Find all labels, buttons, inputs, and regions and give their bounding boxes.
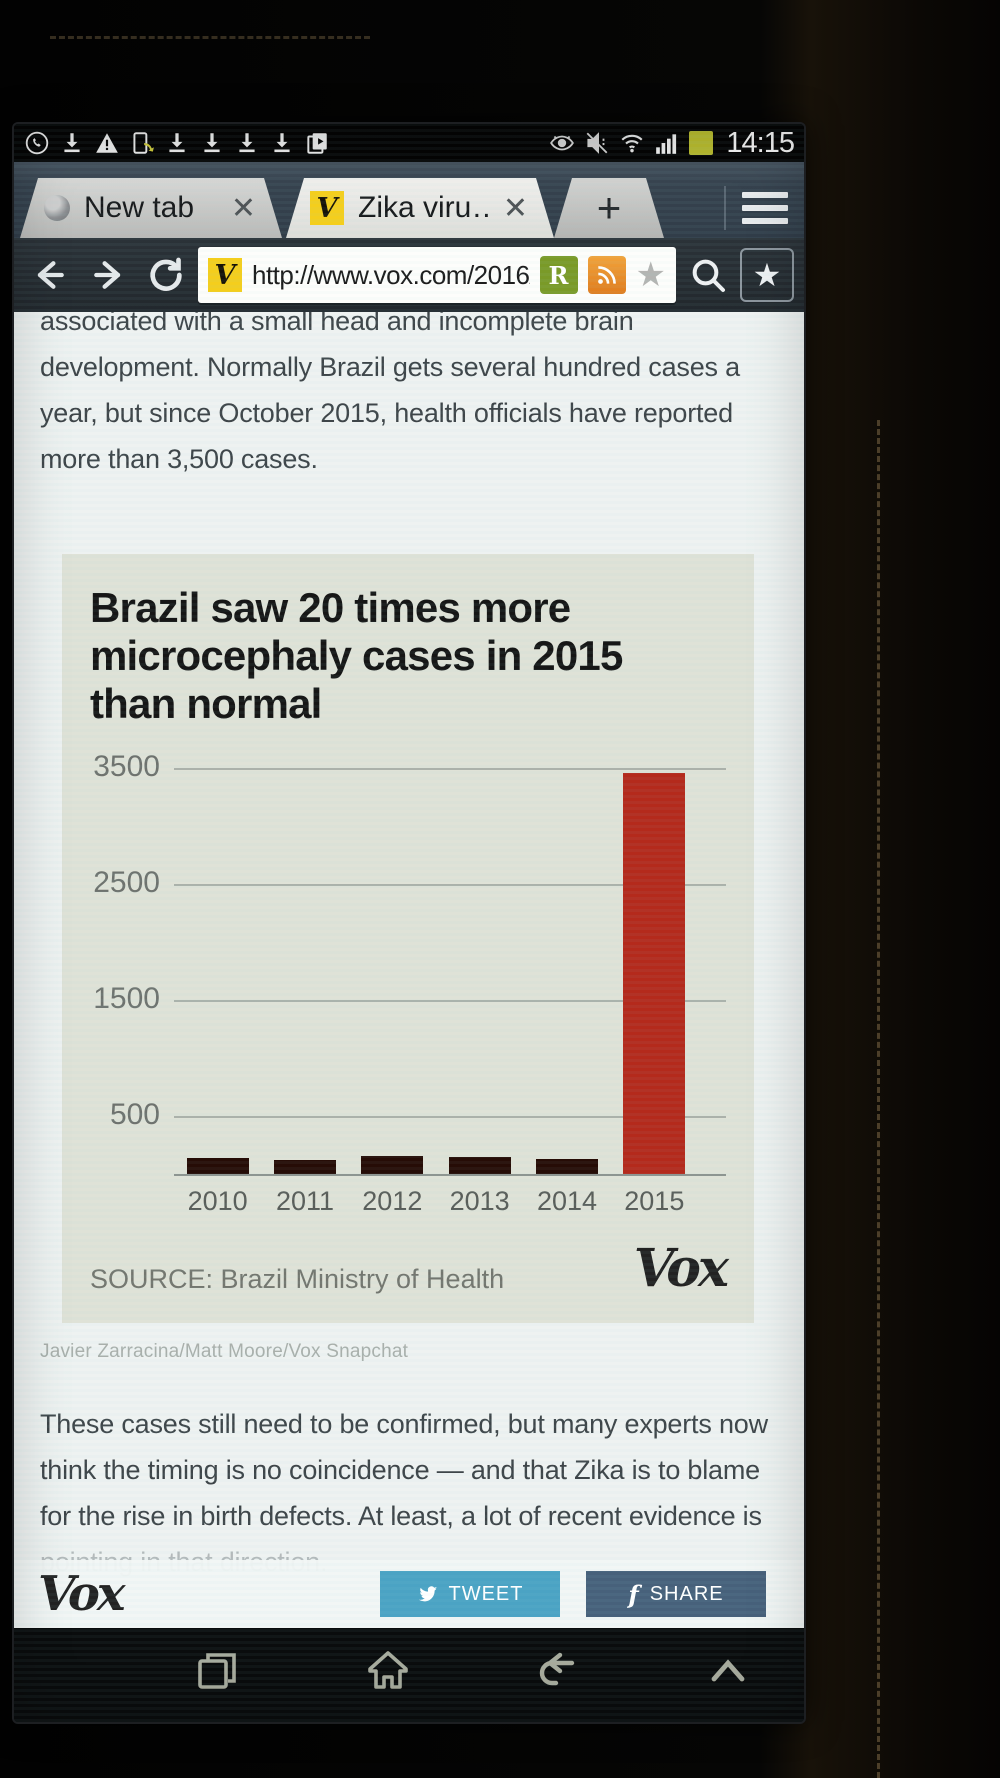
tab-label: Zika viru… [358, 191, 489, 224]
bookmark-star-icon[interactable]: ★ [635, 256, 666, 294]
vox-favicon: V [208, 258, 242, 292]
browser-nav-bar: V http://www.vox.com/2016/ R ★ ★ [14, 238, 804, 312]
case-stitching-top [50, 36, 370, 39]
warning-icon [94, 130, 120, 156]
x-tick-label: 2014 [536, 1186, 598, 1216]
url-text[interactable]: http://www.vox.com/2016/ [252, 259, 530, 290]
article-paragraph: associated with a small head and incompl… [40, 312, 740, 474]
refresh-button[interactable] [140, 249, 192, 301]
menu-button[interactable] [742, 192, 788, 224]
reader-mode-icon[interactable]: R [539, 256, 578, 294]
search-button[interactable] [682, 249, 734, 301]
bookmarks-button[interactable]: ★ [740, 248, 794, 302]
signal-icon [654, 130, 680, 156]
share-button[interactable]: f SHARE [586, 1571, 766, 1617]
browser-tab-bar: New tab ✕ V Zika viru… ✕ + [14, 162, 804, 238]
x-tick-label: 2015 [624, 1186, 685, 1216]
close-tab-icon[interactable]: ✕ [230, 191, 256, 225]
gridline [174, 768, 726, 770]
gridline [174, 884, 726, 886]
chart-footer: SOURCE: Brazil Ministry of Health Vox [90, 1238, 729, 1299]
chevron-up-icon[interactable] [700, 1643, 756, 1699]
y-tick-label: 2500 [93, 866, 160, 899]
tweet-button[interactable]: TWEET [380, 1571, 560, 1617]
y-tick-label: 500 [109, 1098, 160, 1131]
bar-2014 [535, 1159, 598, 1176]
status-bar: 14:15 [14, 124, 804, 162]
vox-logo: Vox [38, 1566, 125, 1622]
web-page: associated with a small head and incompl… [14, 312, 804, 1628]
tab-new-tab[interactable]: New tab ✕ [20, 178, 282, 238]
download-icon [164, 130, 190, 156]
vox-logo: Vox [633, 1238, 729, 1299]
download-icon [199, 130, 225, 156]
bar-2011 [273, 1160, 336, 1176]
smart-stay-icon [549, 130, 575, 156]
forward-button[interactable] [82, 249, 134, 301]
image-credit: Javier Zarracina/Matt Moore/Vox Snapchat [40, 1341, 409, 1362]
tab-label: New tab [84, 191, 195, 224]
recent-apps-button[interactable] [190, 1643, 246, 1699]
whatsapp-icon [24, 130, 50, 156]
notification-icons [24, 130, 330, 156]
home-button[interactable] [360, 1643, 416, 1699]
bar-2012 [361, 1156, 424, 1176]
article-paragraph: These cases still need to be confirmed, … [40, 1401, 778, 1585]
url-bar[interactable]: V http://www.vox.com/2016/ R ★ [198, 247, 676, 303]
chart-source: SOURCE: Brazil Ministry of Health [90, 1264, 505, 1294]
bar-2013 [448, 1157, 511, 1176]
android-navigation-bar [14, 1628, 804, 1722]
gridline [174, 1116, 726, 1118]
screenshot-icon [304, 130, 330, 156]
y-tick-label: 1500 [93, 982, 160, 1015]
mute-icon [584, 130, 610, 156]
bar-2015 [623, 773, 686, 1176]
bars-row [174, 758, 698, 1176]
back-button-android[interactable] [530, 1643, 586, 1699]
chart-card: Brazil saw 20 times more microcephaly ca… [62, 554, 754, 1323]
battery-icon [689, 131, 714, 155]
screen-rotation-icon [129, 130, 155, 156]
chart-baseline [174, 1174, 726, 1176]
download-icon [269, 130, 295, 156]
bar-2010 [186, 1158, 249, 1176]
y-tick-label: 3500 [93, 750, 160, 783]
chart-title: Brazil saw 20 times more microcephaly ca… [90, 584, 623, 727]
system-icons: 14:15 [549, 126, 795, 160]
twitter-icon [418, 1586, 437, 1602]
chart-x-axis: 2010 2011 2012 2013 2014 2015 [174, 1186, 698, 1217]
gridline [174, 1000, 726, 1002]
facebook-icon: f [628, 1579, 640, 1609]
rss-icon[interactable] [587, 256, 626, 294]
bar-chart: 500 1500 2500 3500 [90, 750, 726, 1176]
tablet-screen: 14:15 New tab ✕ V Zika viru… ✕ + V http:… [14, 124, 804, 1722]
tab-zika-article[interactable]: V Zika viru… ✕ [286, 178, 554, 238]
download-icon [59, 130, 85, 156]
x-tick-label: 2013 [449, 1186, 510, 1216]
download-icon [234, 130, 260, 156]
clock: 14:15 [726, 126, 795, 159]
x-tick-label: 2010 [187, 1186, 248, 1216]
vox-favicon: V [310, 191, 344, 225]
wifi-icon [619, 130, 645, 156]
divider [724, 186, 726, 230]
share-bar: Vox TWEET f SHARE [14, 1560, 804, 1628]
default-favicon-icon [44, 195, 70, 221]
new-tab-button[interactable]: + [554, 178, 664, 238]
close-tab-icon[interactable]: ✕ [502, 191, 528, 225]
x-tick-label: 2011 [275, 1186, 335, 1216]
case-stitching-right [877, 420, 880, 1778]
back-button[interactable] [24, 249, 76, 301]
x-tick-label: 2012 [362, 1186, 423, 1216]
chart-plot-area: 500 1500 2500 3500 [90, 750, 726, 1176]
